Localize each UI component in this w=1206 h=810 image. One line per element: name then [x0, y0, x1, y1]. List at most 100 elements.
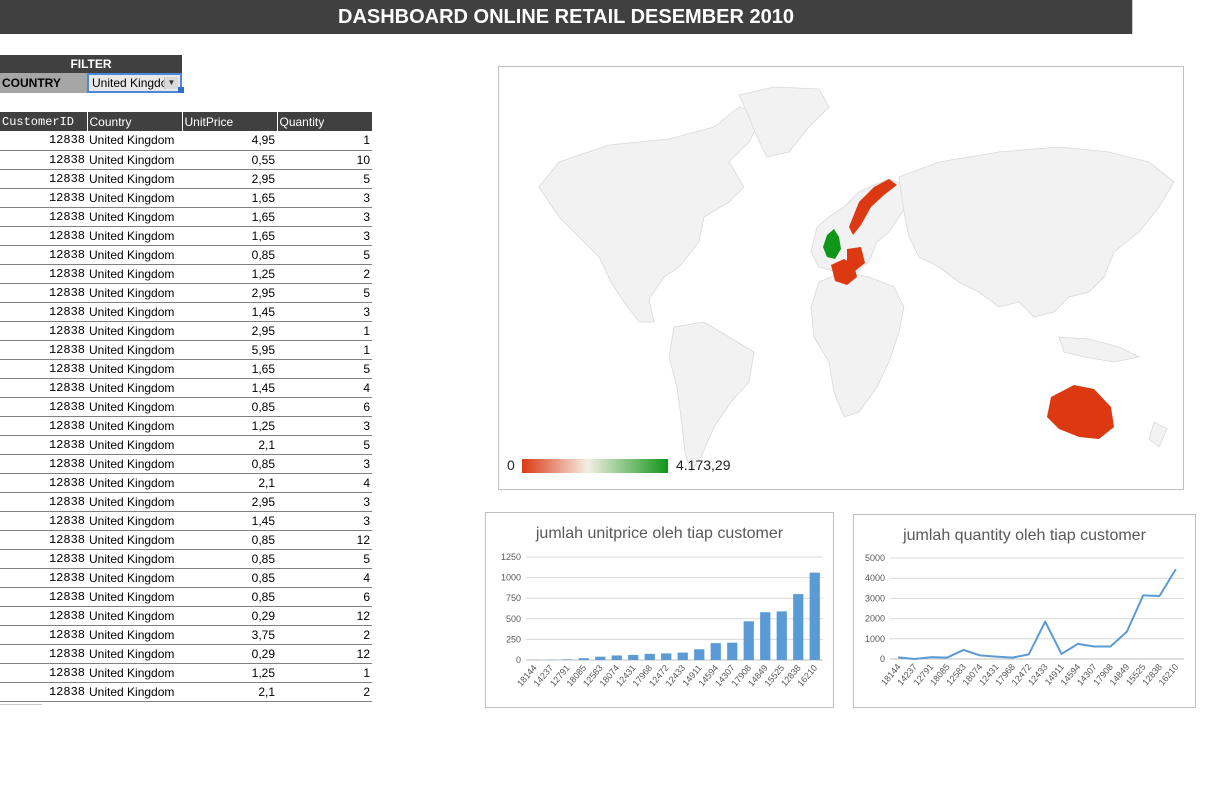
cell-unitprice[interactable]: 1,65 — [182, 226, 277, 246]
cell-quantity[interactable]: 12 — [277, 644, 372, 664]
column-header-country[interactable]: Country — [87, 112, 183, 131]
cell-customerid[interactable]: 12838 — [0, 435, 87, 455]
cell-customerid[interactable]: 12838 — [0, 397, 87, 417]
cell-unitprice[interactable]: 0,29 — [182, 606, 277, 626]
cell-unitprice[interactable]: 2,95 — [182, 321, 277, 341]
cell-quantity[interactable]: 6 — [277, 587, 372, 607]
cell-country[interactable]: United Kingdom — [87, 530, 182, 550]
cell-quantity[interactable]: 3 — [277, 226, 372, 246]
cell-customerid[interactable]: 12838 — [0, 473, 87, 493]
cell-unitprice[interactable]: 0,85 — [182, 530, 277, 550]
cell-quantity[interactable]: 1 — [277, 131, 372, 151]
cell-unitprice[interactable]: 2,95 — [182, 283, 277, 303]
cell-customerid[interactable]: 12838 — [0, 283, 87, 303]
cell-quantity[interactable]: 6 — [277, 397, 372, 417]
cell-quantity[interactable]: 5 — [277, 549, 372, 569]
cell-quantity[interactable]: 3 — [277, 416, 372, 436]
cell-country[interactable]: United Kingdom — [87, 511, 182, 531]
quantity-chart[interactable]: jumlah quantity oleh tiap customer 0 1000… — [853, 514, 1196, 708]
cell-country[interactable]: United Kingdom — [87, 245, 182, 265]
cell-customerid[interactable]: 12838 — [0, 549, 87, 569]
cell-unitprice[interactable]: 0,85 — [182, 454, 277, 474]
cell-quantity[interactable]: 4 — [277, 378, 372, 398]
cell-customerid[interactable]: 12838 — [0, 644, 87, 664]
cell-unitprice[interactable]: 1,45 — [182, 511, 277, 531]
cell-country[interactable]: United Kingdom — [87, 302, 182, 322]
cell-country[interactable]: United Kingdom — [87, 625, 182, 645]
cell-unitprice[interactable]: 0,85 — [182, 568, 277, 588]
cell-unitprice[interactable]: 0,85 — [182, 549, 277, 569]
cell-quantity[interactable]: 5 — [277, 169, 372, 189]
cell-quantity[interactable]: 5 — [277, 245, 372, 265]
cell-customerid[interactable]: 12838 — [0, 511, 87, 531]
cell-quantity[interactable]: 12 — [277, 606, 372, 626]
cell-unitprice[interactable]: 1,45 — [182, 378, 277, 398]
column-header-quantity[interactable]: Quantity — [277, 112, 373, 131]
cell-country[interactable]: United Kingdom — [87, 207, 182, 227]
cell-country[interactable]: United Kingdom — [87, 188, 182, 208]
cell-quantity[interactable]: 4 — [277, 473, 372, 493]
cell-quantity[interactable]: 1 — [277, 663, 372, 683]
cell-customerid[interactable]: 12838 — [0, 378, 87, 398]
cell-quantity[interactable]: 4 — [277, 568, 372, 588]
cell-unitprice[interactable]: 0,85 — [182, 245, 277, 265]
cell-unitprice[interactable]: 1,45 — [182, 302, 277, 322]
cell-unitprice[interactable]: 2,1 — [182, 682, 277, 702]
cell-quantity[interactable]: 3 — [277, 492, 372, 512]
cell-country[interactable]: United Kingdom — [87, 283, 182, 303]
cell-quantity[interactable]: 1 — [277, 321, 372, 341]
cell-quantity[interactable]: 2 — [277, 625, 372, 645]
column-header-unitprice[interactable]: UnitPrice — [182, 112, 278, 131]
cell-customerid[interactable]: 12838 — [0, 359, 87, 379]
cell-quantity[interactable]: 3 — [277, 188, 372, 208]
cell-customerid[interactable]: 12838 — [0, 568, 87, 588]
cell-customerid[interactable]: 12838 — [0, 245, 87, 265]
cell-customerid[interactable]: 12838 — [0, 340, 87, 360]
cell-quantity[interactable]: 10 — [277, 150, 372, 170]
cell-quantity[interactable]: 3 — [277, 207, 372, 227]
cell-customerid[interactable]: 12838 — [0, 131, 87, 151]
cell-customerid[interactable]: 12838 — [0, 416, 87, 436]
cell-unitprice[interactable]: 0,85 — [182, 397, 277, 417]
cell-customerid[interactable]: 12838 — [0, 321, 87, 341]
cell-quantity[interactable]: 2 — [277, 682, 372, 702]
cell-customerid[interactable]: 12838 — [0, 207, 87, 227]
cell-customerid[interactable]: 12838 — [0, 606, 87, 626]
cell-unitprice[interactable]: 1,25 — [182, 264, 277, 284]
cell-country[interactable]: United Kingdom — [87, 682, 182, 702]
cell-country[interactable]: United Kingdom — [87, 359, 182, 379]
cell-country[interactable]: United Kingdom — [87, 492, 182, 512]
cell-country[interactable]: United Kingdom — [87, 473, 182, 493]
cell-country[interactable]: United Kingdom — [87, 435, 182, 455]
cell-customerid[interactable]: 12838 — [0, 663, 87, 683]
cell-customerid[interactable]: 12838 — [0, 264, 87, 284]
cell-customerid[interactable]: 12838 — [0, 188, 87, 208]
cell-country[interactable]: United Kingdom — [87, 378, 182, 398]
cell-country[interactable]: United Kingdom — [87, 568, 182, 588]
cell-country[interactable]: United Kingdom — [87, 150, 182, 170]
country-dropdown[interactable]: United Kingdom ▼ — [87, 73, 182, 93]
cell-unitprice[interactable]: 3,75 — [182, 625, 277, 645]
cell-unitprice[interactable]: 2,95 — [182, 492, 277, 512]
cell-country[interactable]: United Kingdom — [87, 226, 182, 246]
cell-country[interactable]: United Kingdom — [87, 340, 182, 360]
cell-quantity[interactable]: 3 — [277, 454, 372, 474]
cell-unitprice[interactable]: 1,65 — [182, 359, 277, 379]
cell-unitprice[interactable]: 5,95 — [182, 340, 277, 360]
cell-country[interactable]: United Kingdom — [87, 663, 182, 683]
world-map-chart[interactable] — [498, 66, 1184, 490]
cell-customerid[interactable]: 12838 — [0, 150, 87, 170]
cell-unitprice[interactable]: 1,65 — [182, 188, 277, 208]
cell-quantity[interactable]: 2 — [277, 264, 372, 284]
cell-unitprice[interactable]: 1,65 — [182, 207, 277, 227]
cell-quantity[interactable]: 5 — [277, 435, 372, 455]
cell-quantity[interactable]: 12 — [277, 530, 372, 550]
cell-quantity[interactable]: 3 — [277, 511, 372, 531]
cell-customerid[interactable]: 12838 — [0, 682, 87, 702]
cell-customerid[interactable]: 12838 — [0, 226, 87, 246]
column-header-customerid[interactable]: CustomerID — [0, 112, 88, 131]
cell-unitprice[interactable]: 0,29 — [182, 644, 277, 664]
unitprice-chart[interactable]: jumlah unitprice oleh tiap customer 0 250… — [485, 512, 834, 708]
cell-quantity[interactable]: 5 — [277, 283, 372, 303]
cell-unitprice[interactable]: 0,85 — [182, 587, 277, 607]
